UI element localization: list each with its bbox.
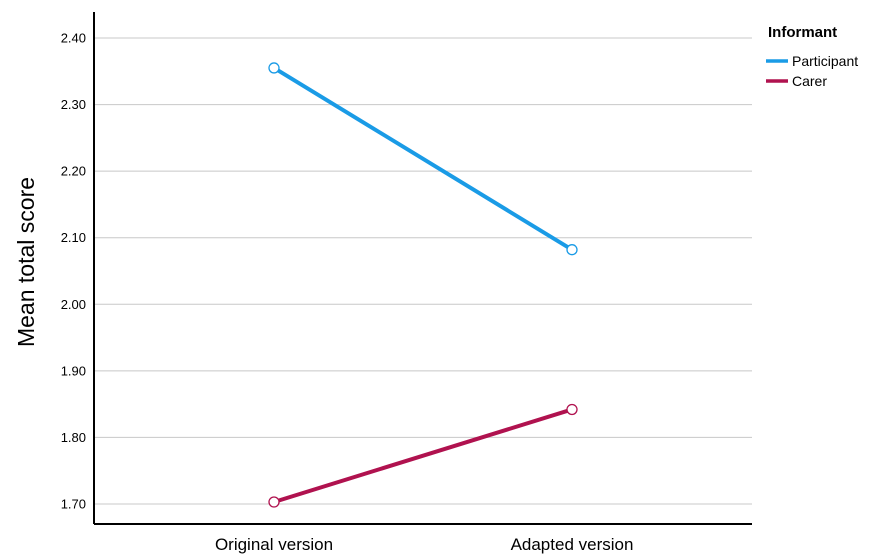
legend-title: Informant — [768, 24, 837, 41]
data-point — [268, 62, 280, 74]
x-category-label: Adapted version — [511, 535, 634, 554]
x-category-labels: Original version Adapted version — [215, 535, 633, 554]
x-category-label: Original version — [215, 535, 333, 554]
y-tick-label: 2.40 — [61, 31, 86, 46]
y-tick-label: 1.90 — [61, 363, 86, 378]
series-line — [272, 65, 574, 252]
y-tick-labels: 1.70 1.80 1.90 2.00 2.10 2.20 2.30 2.40 — [61, 31, 86, 512]
data-point — [566, 403, 578, 416]
y-tick-label: 1.70 — [61, 497, 86, 512]
legend-item-label: Carer — [792, 73, 827, 89]
legend: Informant Participant Carer — [766, 24, 858, 89]
series-lines — [268, 62, 578, 508]
y-tick-label: 2.30 — [61, 97, 86, 112]
series-line — [272, 407, 574, 505]
gridlines — [94, 37, 752, 505]
y-axis-label: Mean total score — [13, 177, 39, 347]
y-tick-label: 2.10 — [61, 230, 86, 245]
y-tick-label: 2.20 — [61, 164, 86, 179]
y-tick-label: 2.00 — [61, 297, 86, 312]
legend-item-label: Participant — [792, 53, 858, 69]
data-point — [268, 496, 280, 508]
y-tick-label: 1.80 — [61, 430, 86, 445]
data-point — [566, 244, 578, 256]
